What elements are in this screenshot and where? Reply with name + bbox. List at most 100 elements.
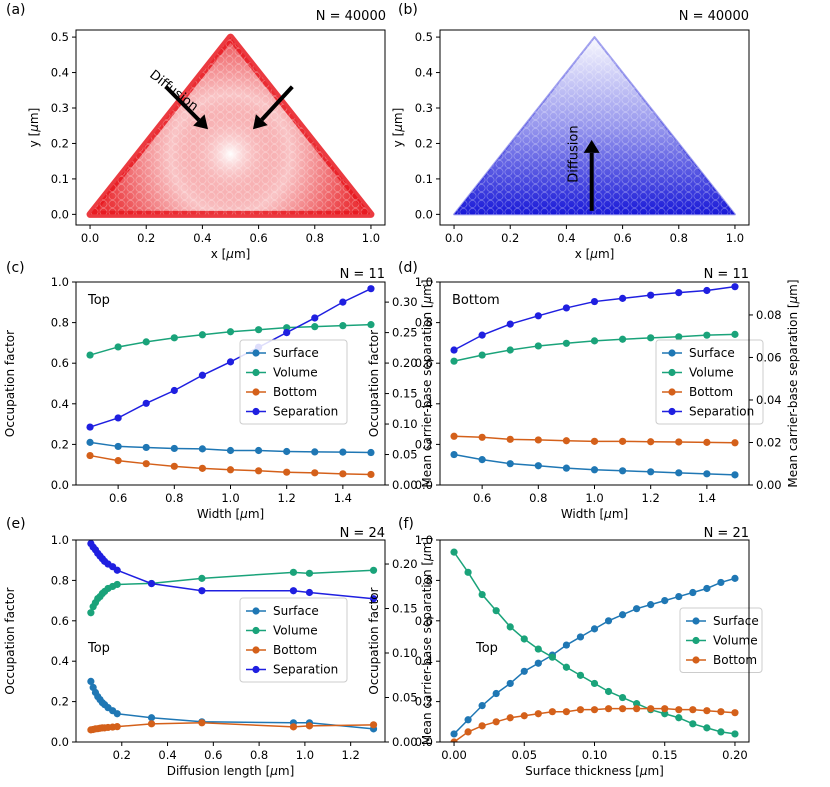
plot-frame (75, 539, 386, 743)
x-axis-label: x [µm] (575, 247, 615, 261)
data-point-bottom (254, 467, 263, 475)
data-point-surface (170, 444, 178, 453)
data-point-bottom (478, 433, 486, 441)
arrow-head (583, 139, 600, 153)
data-point-bottom (548, 708, 556, 716)
legend-swatch-marker (668, 349, 676, 357)
data-point-separation (311, 314, 319, 322)
data-point-separation (142, 399, 150, 407)
right-tick-label: 0.02 (756, 435, 782, 449)
legend-label: Surface (689, 346, 735, 360)
data-point-bottom (450, 432, 458, 440)
plot-area (86, 33, 375, 218)
data-point-surface (633, 605, 641, 613)
legend-swatch-marker (252, 368, 260, 377)
data-point-surface (534, 659, 542, 667)
data-point-bottom (675, 706, 683, 714)
y-tick-label: 0.8 (51, 573, 69, 587)
data-point-bottom (492, 718, 500, 726)
data-point-bottom (305, 722, 314, 730)
data-point-surface (339, 448, 347, 456)
data-point-volume (478, 351, 486, 359)
data-point-volume (604, 687, 613, 696)
right-tick-label: 0.20 (392, 356, 418, 370)
legend-swatch-marker (692, 636, 700, 645)
x-tick-label: 1.2 (278, 491, 296, 505)
legend-label: Separation (273, 405, 338, 419)
data-point-surface (534, 462, 542, 470)
legend-swatch-marker (252, 388, 260, 396)
x-tick-label: 0.4 (193, 231, 211, 245)
data-point-surface (478, 456, 486, 464)
data-point-bottom (590, 437, 599, 445)
data-point-separation (113, 566, 121, 574)
data-point-separation (703, 286, 711, 295)
y-tick-label: 0.8 (415, 573, 433, 587)
data-point-volume (86, 351, 94, 359)
data-point-volume (464, 568, 472, 576)
n-count-label: N = 11 (704, 267, 749, 282)
data-point-surface (675, 592, 683, 601)
data-point-bottom (703, 707, 711, 715)
right-tick-label: 0.06 (756, 350, 782, 364)
data-point-volume (113, 580, 121, 589)
panel-label: (b) (398, 2, 418, 18)
density-texture (90, 37, 371, 215)
y-tick-label: 0.2 (51, 695, 69, 709)
y-tick-label: 0.2 (415, 437, 433, 451)
panel-c: (c) N = 11 Top Surface Volume Bottom Separatio… (3, 260, 434, 521)
y-tick-label: 0.5 (51, 30, 69, 44)
plot-area (87, 540, 378, 734)
x-tick-label: 0.20 (722, 748, 748, 762)
panel-e: (e) N = 24 Top Surface Volume Bottom Separatio… (3, 516, 434, 778)
data-point-surface (311, 448, 319, 456)
panel-tag: Top (475, 641, 498, 656)
legend-label: Separation (273, 663, 338, 677)
y-tick-label: 0.4 (415, 397, 433, 411)
series-line-bottom (90, 722, 374, 731)
y-axis-label: Occupation factor (367, 587, 381, 694)
right-axis-label: Mean carrier-base separation [µm] (420, 279, 434, 487)
data-point-volume (534, 342, 542, 350)
panel-tag: Bottom (452, 293, 500, 308)
legend-label: Surface (713, 614, 759, 628)
data-point-volume (87, 609, 95, 617)
data-point-surface (226, 446, 235, 455)
data-point-bottom (478, 722, 486, 730)
legend-swatch-marker (668, 388, 676, 396)
x-tick-label: 0.4 (158, 748, 176, 762)
data-point-surface (647, 601, 655, 609)
data-point-volume (562, 663, 571, 671)
data-point-bottom (618, 437, 627, 445)
y-axis-label: y [µm] (27, 108, 41, 148)
y-tick-label: 0.2 (51, 437, 69, 451)
x-tick-label: 0.8 (165, 491, 183, 505)
data-point-surface (478, 702, 486, 710)
right-tick-label: 0.05 (392, 691, 418, 705)
legend-box (679, 607, 763, 673)
right-tick-label: 0.08 (756, 308, 782, 322)
arrow-shaft (164, 85, 201, 122)
data-point-volume (562, 339, 571, 347)
data-point-volume (647, 334, 655, 342)
data-point-bottom (633, 705, 641, 713)
right-tick-label: 0.15 (392, 602, 418, 616)
n-count-label: N = 40000 (679, 9, 749, 24)
x-tick-label: 0.8 (670, 231, 688, 245)
series-line-surface (90, 681, 374, 730)
data-point-bottom (113, 723, 121, 731)
x-tick-label: 1.0 (726, 231, 744, 245)
data-point-surface (590, 466, 599, 474)
panel-tag: Top (87, 293, 110, 308)
data-point-bottom (647, 705, 655, 713)
y-tick-label: 0.4 (51, 66, 69, 80)
data-point-volume (198, 331, 207, 339)
data-point-separation (283, 328, 291, 337)
right-tick-label: 0.30 (392, 295, 418, 309)
data-point-bottom (86, 451, 94, 460)
x-tick-label: 0.6 (473, 491, 491, 505)
x-tick-label: 0.2 (113, 748, 131, 762)
data-point-surface (661, 597, 669, 605)
